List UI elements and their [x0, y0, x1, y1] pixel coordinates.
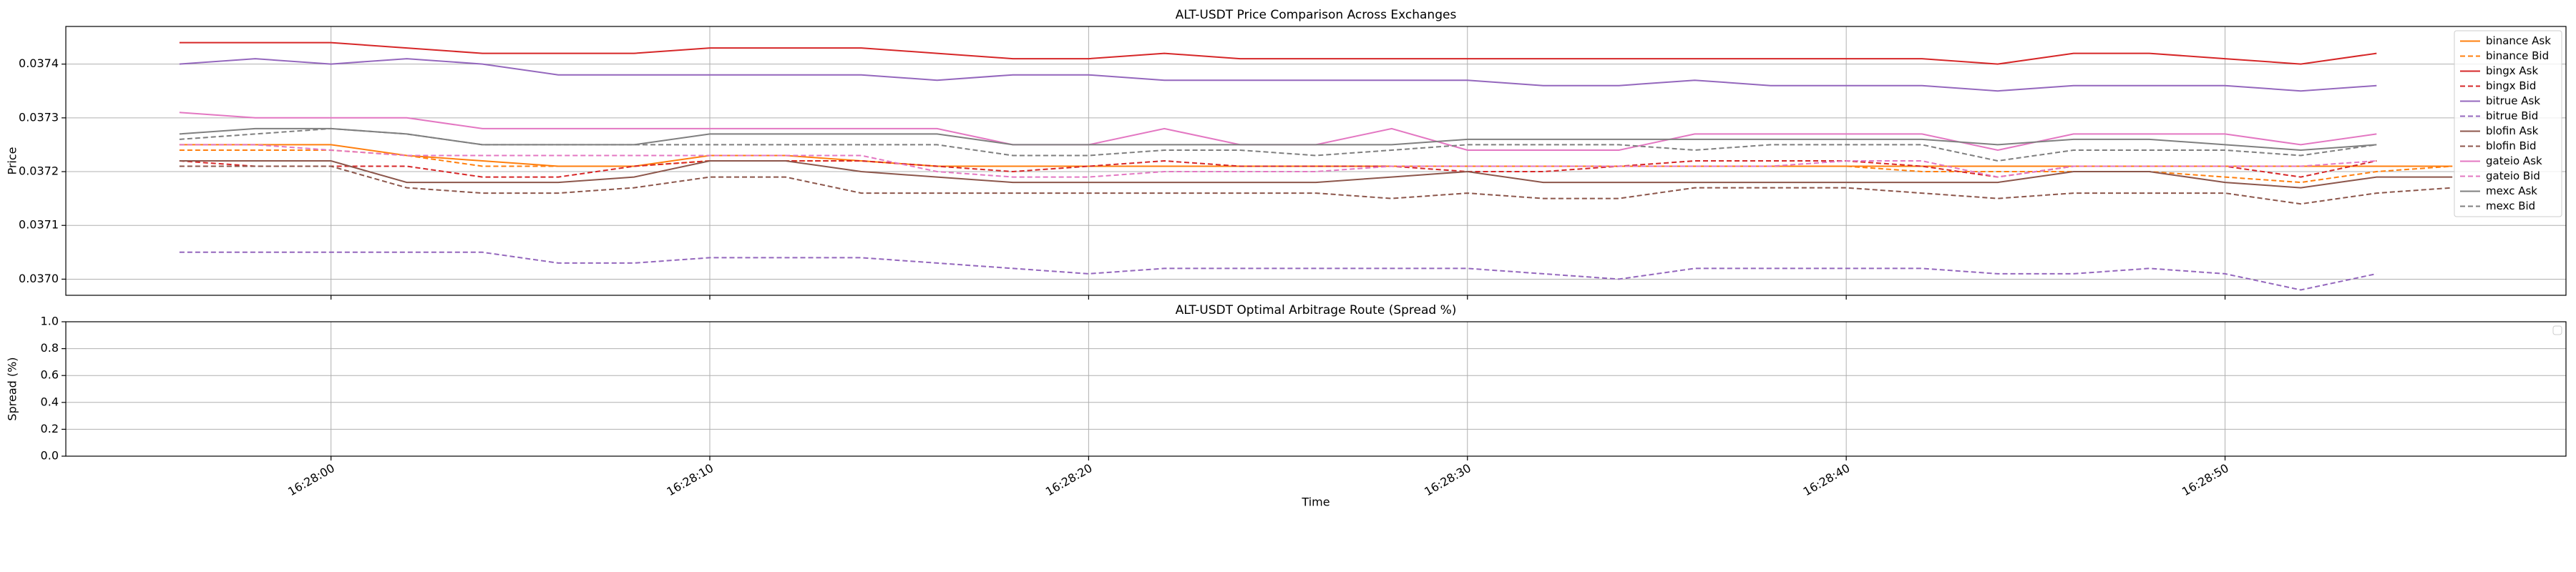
legend-label: bitrue Ask: [2486, 94, 2540, 107]
y-axis-label: Spread (%): [6, 357, 19, 420]
y-tick-label: 0.0371: [19, 218, 59, 232]
price-line: [179, 251, 2377, 291]
y-axis-label: Price: [6, 147, 19, 174]
y-tick-label: 0.0374: [19, 56, 59, 70]
axes-frame: [65, 26, 2567, 296]
legend: binance Ask binance Bid bingx Ask bingx Bid…: [2454, 30, 2562, 217]
y-tick-label: 0.0373: [19, 110, 59, 124]
y-tick-label: 1.0: [41, 315, 59, 328]
legend: [2552, 325, 2562, 335]
x-tick-label: 16:28:50: [2180, 461, 2231, 498]
y-tick-label: 0.0370: [19, 272, 59, 285]
price-line: [179, 58, 2377, 92]
x-tick-label: 16:28:30: [1422, 461, 1473, 498]
price-line: [179, 144, 2377, 178]
y-tick-label: 0.2: [41, 422, 59, 435]
legend-label: bingx Bid: [2486, 79, 2536, 92]
price-line: [179, 160, 2453, 189]
legend-label: blofin Bid: [2486, 139, 2537, 152]
legend-label: binance Bid: [2486, 49, 2549, 62]
price-line: [179, 41, 2377, 65]
price-line: [179, 149, 2453, 184]
x-tick-label: 16:28:10: [664, 461, 716, 498]
x-axis-label: Time: [1301, 495, 1330, 509]
x-tick-label: 16:28:00: [286, 461, 337, 498]
y-tick-label: 0.4: [41, 395, 59, 408]
price-line: [179, 127, 2377, 152]
legend-box: [2552, 325, 2562, 335]
legend-label: bingx Ask: [2486, 64, 2538, 77]
chart-title: ALT-USDT Optimal Arbitrage Route (Spread…: [1176, 303, 1457, 317]
price-line: [179, 127, 2377, 162]
x-tick-label: 16:28:40: [1801, 461, 1853, 498]
legend-label: blofin Ask: [2486, 124, 2539, 137]
y-tick-label: 0.8: [41, 341, 59, 355]
legend-label: gateio Bid: [2486, 169, 2540, 182]
legend-label: bitrue Bid: [2486, 109, 2538, 122]
chart-title: ALT-USDT Price Comparison Across Exchang…: [1176, 8, 1457, 22]
legend-label: binance Ask: [2486, 34, 2551, 47]
legend-label: mexc Ask: [2486, 184, 2537, 197]
y-tick-label: 0.0372: [19, 164, 59, 178]
legend-box: [2454, 30, 2562, 217]
y-tick-label: 0.0: [41, 449, 59, 463]
x-tick-label: 16:28:20: [1043, 461, 1095, 498]
legend-label: gateio Ask: [2486, 154, 2542, 167]
legend-label: mexc Bid: [2486, 199, 2535, 212]
y-tick-label: 0.6: [41, 368, 59, 382]
axes-frame: [65, 321, 2567, 457]
price-line: [179, 165, 2453, 205]
